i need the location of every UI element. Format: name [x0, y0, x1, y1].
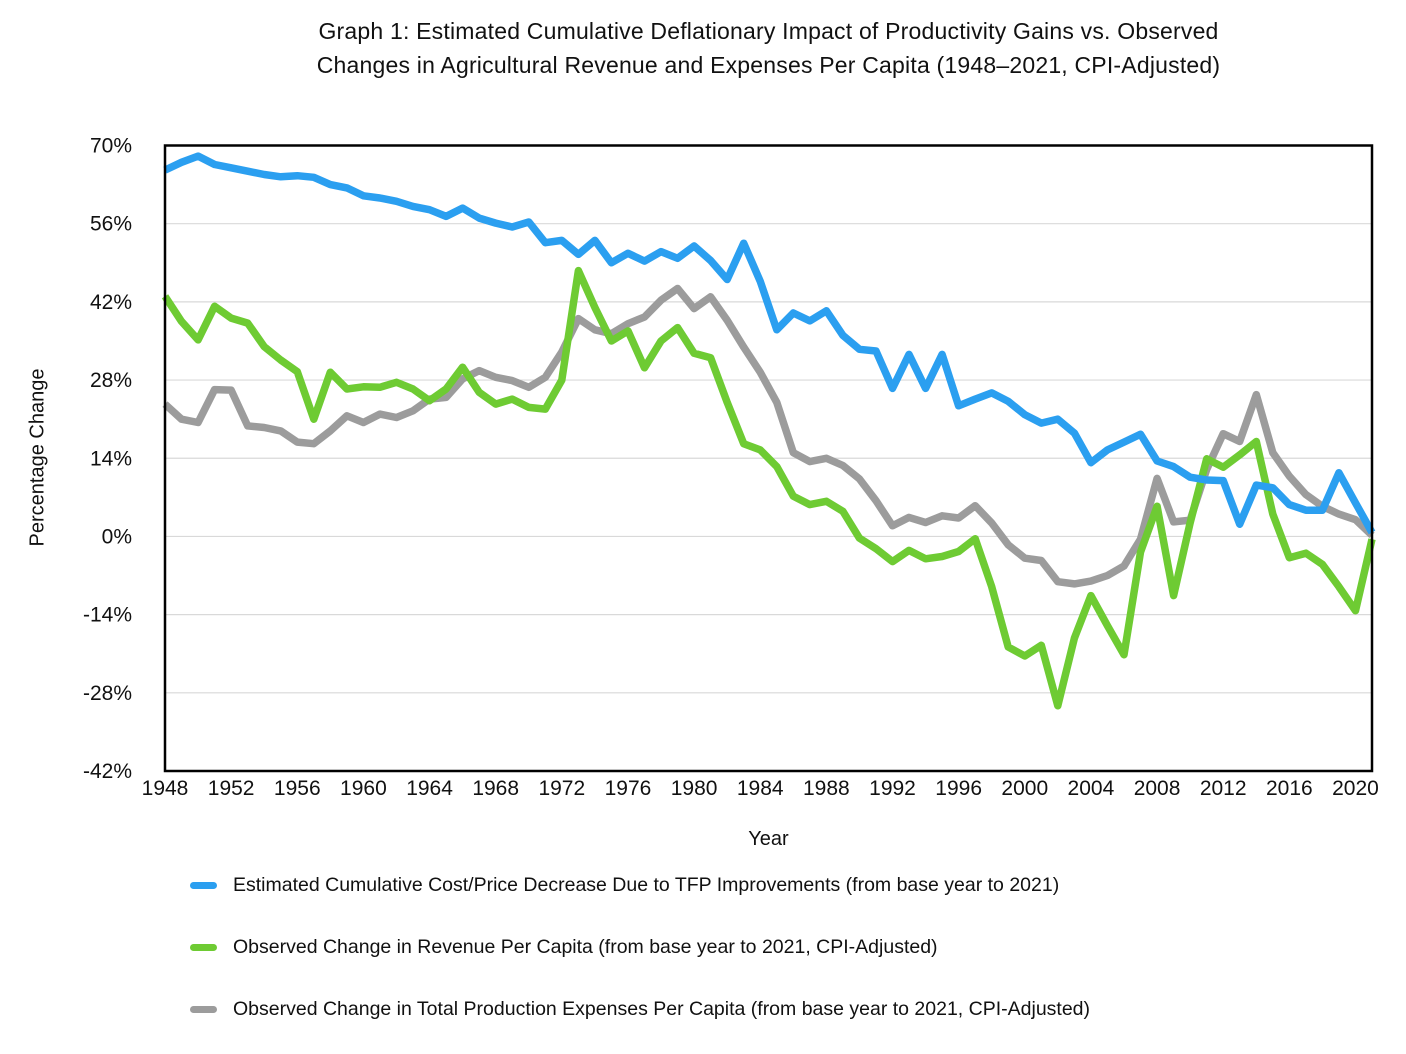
- x-tick-label: 1956: [274, 777, 321, 800]
- x-tick-label: 2008: [1134, 777, 1181, 800]
- legend-label-revenue: Observed Change in Revenue Per Capita (f…: [233, 935, 938, 958]
- y-tick-label: 28%: [90, 369, 132, 392]
- y-tick-label: 42%: [90, 291, 132, 314]
- x-tick-label: 2004: [1068, 777, 1115, 800]
- legend-swatch-revenue-icon: [190, 943, 217, 951]
- x-tick-label: 1984: [737, 777, 784, 800]
- legend-swatch-tfp-icon: [190, 881, 217, 889]
- x-axis-title: Year: [748, 828, 789, 850]
- legend-item-expenses: Observed Change in Total Production Expe…: [190, 992, 1090, 1026]
- x-tick-label: 1972: [538, 777, 585, 800]
- series-line-tfp: [163, 152, 1376, 535]
- legend-swatch-expenses-icon: [190, 1005, 217, 1013]
- x-tick-label: 1968: [472, 777, 519, 800]
- y-tick-label: -14%: [83, 604, 132, 627]
- x-tick-label: 1948: [142, 777, 189, 800]
- x-tick-label: 1952: [208, 777, 255, 800]
- y-axis-ticks: 70% 56% 42% 28% 14% 0% -14% -28% -42%: [83, 135, 132, 784]
- x-tick-label: 1992: [869, 777, 916, 800]
- x-tick-label: 2000: [1001, 777, 1048, 800]
- x-tick-label: 1988: [803, 777, 850, 800]
- y-tick-label: 0%: [102, 525, 132, 548]
- series-lines: [161, 152, 1376, 710]
- x-tick-label: 2016: [1266, 777, 1313, 800]
- legend-label-tfp: Estimated Cumulative Cost/Price Decrease…: [233, 873, 1060, 896]
- series-line-expenses: [162, 284, 1375, 588]
- x-tick-label: 2012: [1200, 777, 1247, 800]
- legend-item-revenue: Observed Change in Revenue Per Capita (f…: [190, 930, 1090, 964]
- x-tick-label: 1964: [406, 777, 453, 800]
- y-tick-label: -28%: [83, 682, 132, 705]
- y-tick-label: -42%: [83, 760, 132, 783]
- y-tick-label: 14%: [90, 447, 132, 470]
- x-axis-ticks: 1948 1952 1956 1960 1964 1968 1972 1976 1980 1984…: [142, 777, 1379, 800]
- series-line-revenue: [161, 266, 1376, 710]
- legend-item-tfp: Estimated Cumulative Cost/Price Decrease…: [190, 868, 1090, 902]
- x-tick-label: 1996: [935, 777, 982, 800]
- legend-label-expenses: Observed Change in Total Production Expe…: [233, 997, 1091, 1020]
- x-tick-label: 1980: [671, 777, 718, 800]
- plot-border: [163, 144, 1374, 773]
- chart-title: Graph 1: Estimated Cumulative Deflationa…: [165, 14, 1372, 82]
- chart-legend: Estimated Cumulative Cost/Price Decrease…: [190, 868, 1090, 1054]
- chart-title-line2: Changes in Agricultural Revenue and Expe…: [316, 52, 1221, 78]
- y-tick-label: 56%: [90, 213, 132, 236]
- x-tick-label: 1976: [605, 777, 652, 800]
- y-axis-title: Percentage Change: [26, 368, 49, 547]
- chart-title-line1: Graph 1: Estimated Cumulative Deflationa…: [318, 18, 1219, 44]
- x-tick-label: 2020: [1332, 777, 1379, 800]
- y-tick-label: 70%: [90, 135, 132, 158]
- x-tick-label: 1960: [340, 777, 387, 800]
